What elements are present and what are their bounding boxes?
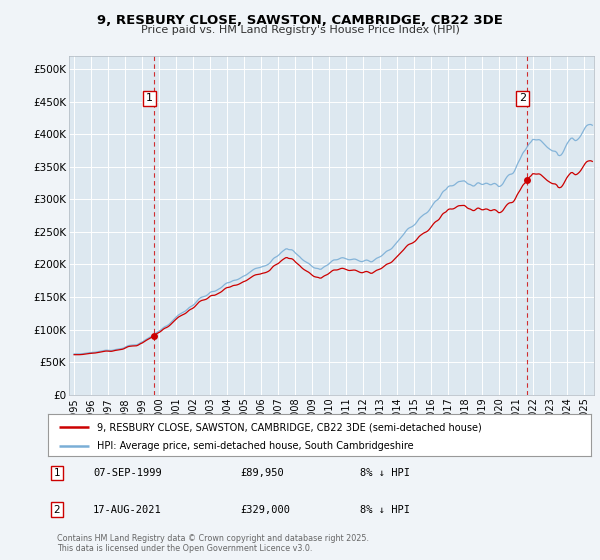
Text: Contains HM Land Registry data © Crown copyright and database right 2025.
This d: Contains HM Land Registry data © Crown c… <box>57 534 369 553</box>
Text: 1: 1 <box>146 94 153 104</box>
Text: 8% ↓ HPI: 8% ↓ HPI <box>360 505 410 515</box>
Text: 17-AUG-2021: 17-AUG-2021 <box>93 505 162 515</box>
Text: £89,950: £89,950 <box>240 468 284 478</box>
Text: 9, RESBURY CLOSE, SAWSTON, CAMBRIDGE, CB22 3DE (semi-detached house): 9, RESBURY CLOSE, SAWSTON, CAMBRIDGE, CB… <box>97 422 482 432</box>
Text: 1: 1 <box>53 468 61 478</box>
Text: 9, RESBURY CLOSE, SAWSTON, CAMBRIDGE, CB22 3DE: 9, RESBURY CLOSE, SAWSTON, CAMBRIDGE, CB… <box>97 14 503 27</box>
Point <box>149 332 158 340</box>
Text: Price paid vs. HM Land Registry's House Price Index (HPI): Price paid vs. HM Land Registry's House … <box>140 25 460 35</box>
Text: HPI: Average price, semi-detached house, South Cambridgeshire: HPI: Average price, semi-detached house,… <box>97 441 413 451</box>
Text: 2: 2 <box>53 505 61 515</box>
Text: 8% ↓ HPI: 8% ↓ HPI <box>360 468 410 478</box>
Point <box>522 176 532 185</box>
Text: 2: 2 <box>519 94 526 104</box>
Text: 07-SEP-1999: 07-SEP-1999 <box>93 468 162 478</box>
Text: £329,000: £329,000 <box>240 505 290 515</box>
